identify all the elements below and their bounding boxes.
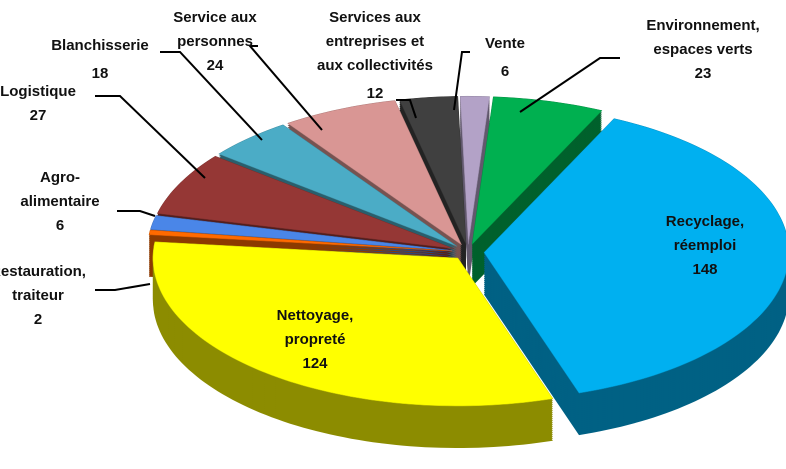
- slice-top: [483, 118, 786, 394]
- leader-line: [95, 283, 151, 291]
- slice-value: 124: [302, 355, 328, 372]
- slice-value: 12: [367, 85, 384, 102]
- slice-top: [152, 241, 554, 407]
- slice-value: 23: [695, 65, 712, 82]
- leader-line: [396, 99, 417, 119]
- slice-label: Blanchisserie: [51, 37, 149, 54]
- slice-value: 27: [30, 107, 47, 124]
- slice-label: Restauration,: [0, 263, 86, 280]
- leader-line: [95, 95, 206, 179]
- slice-label: personnes: [177, 33, 253, 50]
- slice-top: [471, 96, 603, 246]
- slice-value: 2: [34, 311, 42, 328]
- slice-label: alimentaire: [20, 193, 99, 210]
- leader-line: [247, 45, 323, 131]
- slice-top: [156, 155, 454, 249]
- slice-label: espaces verts: [653, 41, 752, 58]
- leader-line: [453, 51, 470, 111]
- slice: [459, 95, 490, 287]
- slice-label: Nettoyage,: [277, 307, 354, 324]
- slice-label: réemploi: [674, 237, 737, 254]
- slice-value: 24: [207, 57, 224, 74]
- slice-label: Logistique: [0, 83, 76, 100]
- slice-label: Environnement,: [646, 17, 759, 34]
- slice-top: [148, 229, 453, 252]
- slice-label: Service aux: [173, 9, 257, 26]
- slice-value: 18: [92, 65, 109, 82]
- slice-value: 6: [501, 63, 509, 80]
- leader-line: [160, 51, 263, 141]
- slice-label: Recyclage,: [666, 213, 744, 230]
- slice-label: Agro-: [40, 169, 80, 186]
- slice-label: propreté: [285, 331, 346, 348]
- slice-top: [287, 100, 463, 246]
- slice-top: [459, 95, 490, 245]
- slice-top: [150, 215, 453, 251]
- slice-value: 148: [692, 261, 717, 278]
- slice: [152, 241, 554, 448]
- leader-line: [117, 210, 156, 217]
- slice-top: [218, 124, 458, 247]
- slice-value: 6: [56, 217, 64, 234]
- slice-label: traiteur: [12, 287, 64, 304]
- slice-label: Services aux: [329, 9, 421, 26]
- leader-line: [519, 57, 620, 113]
- slice: [483, 118, 786, 436]
- slice-label: Vente: [485, 35, 525, 52]
- slice-label: entreprises et: [326, 33, 424, 50]
- slice-label: aux collectivités: [317, 57, 433, 74]
